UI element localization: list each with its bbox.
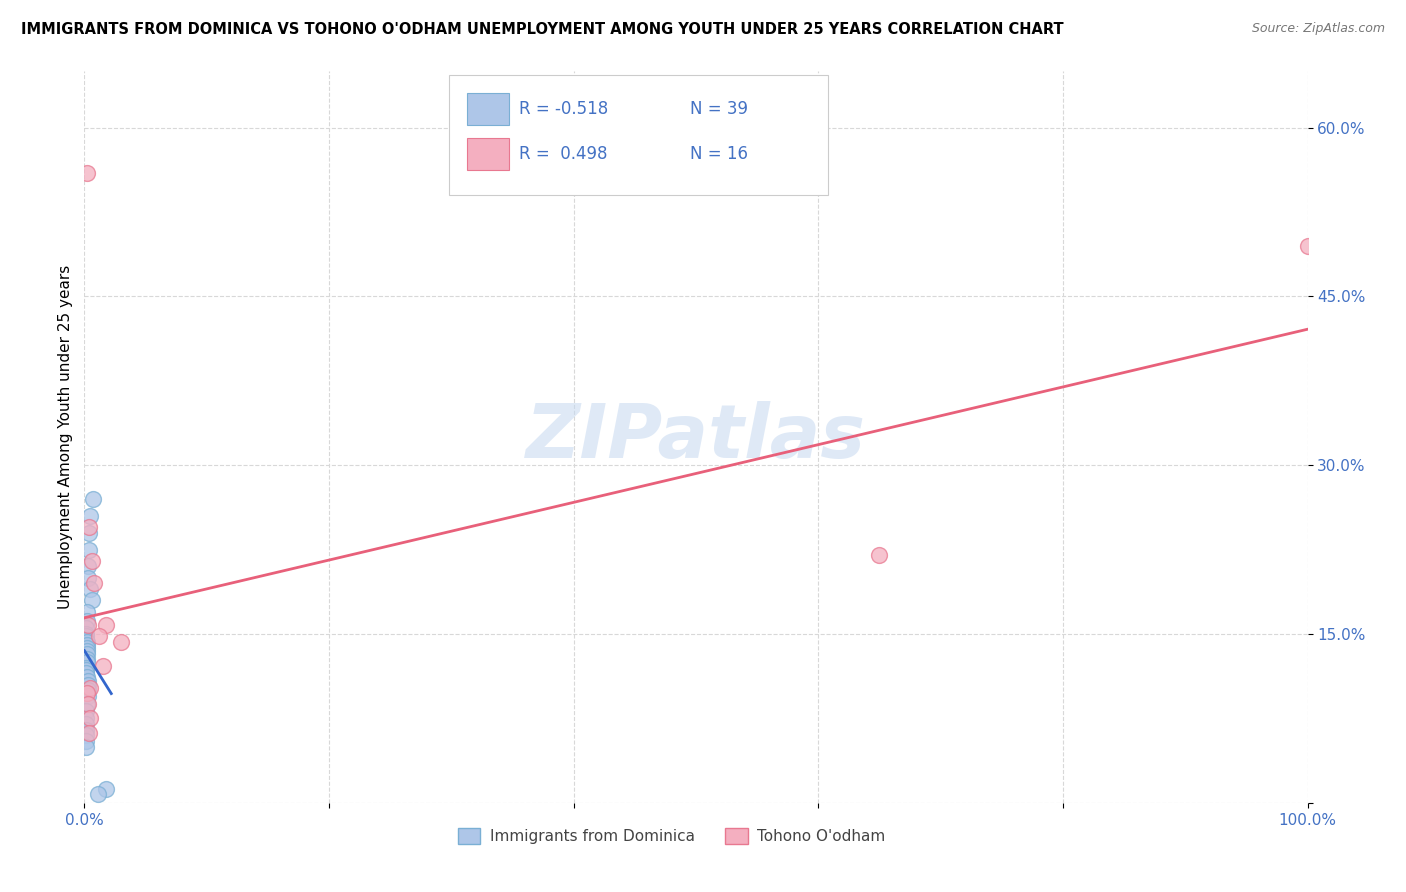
Point bbox=[110, 635, 132, 649]
Point bbox=[76, 166, 98, 180]
Text: N = 16: N = 16 bbox=[690, 145, 748, 163]
Point bbox=[76, 644, 98, 658]
FancyBboxPatch shape bbox=[467, 93, 509, 125]
Point bbox=[77, 542, 100, 557]
Point bbox=[75, 739, 97, 754]
Point bbox=[1296, 239, 1319, 253]
Point bbox=[77, 726, 100, 740]
Y-axis label: Unemployment Among Youth under 25 years: Unemployment Among Youth under 25 years bbox=[58, 265, 73, 609]
Point bbox=[75, 704, 97, 718]
Point bbox=[80, 593, 103, 607]
Point bbox=[75, 711, 97, 725]
Point bbox=[75, 734, 97, 748]
Text: IMMIGRANTS FROM DOMINICA VS TOHONO O'ODHAM UNEMPLOYMENT AMONG YOUTH UNDER 25 YEA: IMMIGRANTS FROM DOMINICA VS TOHONO O'ODH… bbox=[21, 22, 1064, 37]
Point bbox=[75, 621, 97, 635]
Text: N = 39: N = 39 bbox=[690, 100, 748, 118]
Text: R = -0.518: R = -0.518 bbox=[519, 100, 607, 118]
Legend: Immigrants from Dominica, Tohono O'odham: Immigrants from Dominica, Tohono O'odham bbox=[451, 822, 891, 850]
Text: ZIPatlas: ZIPatlas bbox=[526, 401, 866, 474]
Point bbox=[80, 554, 103, 568]
Point bbox=[82, 491, 104, 506]
FancyBboxPatch shape bbox=[467, 138, 509, 170]
Point bbox=[76, 647, 98, 661]
Point bbox=[96, 782, 118, 797]
Point bbox=[83, 576, 105, 591]
Point bbox=[76, 635, 98, 649]
Point bbox=[75, 723, 97, 737]
Point bbox=[96, 618, 118, 632]
Point bbox=[75, 627, 97, 641]
Point bbox=[77, 525, 100, 540]
Point bbox=[76, 697, 98, 711]
FancyBboxPatch shape bbox=[449, 75, 828, 195]
Point bbox=[79, 508, 101, 523]
Point bbox=[75, 663, 97, 677]
Point bbox=[75, 666, 97, 681]
Point bbox=[79, 681, 101, 695]
Point bbox=[77, 571, 100, 585]
Point bbox=[77, 618, 100, 632]
Point bbox=[77, 683, 100, 698]
Point bbox=[75, 728, 97, 742]
Point bbox=[76, 614, 98, 628]
Point bbox=[76, 605, 98, 619]
Text: Source: ZipAtlas.com: Source: ZipAtlas.com bbox=[1251, 22, 1385, 36]
Point bbox=[76, 638, 98, 652]
Point bbox=[77, 678, 100, 692]
Point bbox=[77, 689, 100, 703]
Point bbox=[76, 640, 98, 655]
Point bbox=[76, 685, 98, 699]
Point bbox=[76, 670, 98, 684]
Point bbox=[77, 559, 100, 574]
Point bbox=[77, 674, 100, 689]
Point bbox=[87, 787, 110, 801]
Point bbox=[75, 717, 97, 731]
Text: R =  0.498: R = 0.498 bbox=[519, 145, 607, 163]
Point bbox=[77, 520, 100, 534]
Point bbox=[75, 661, 97, 675]
Point bbox=[76, 655, 98, 669]
Point bbox=[75, 632, 97, 647]
Point bbox=[79, 582, 101, 596]
Point bbox=[869, 548, 891, 562]
Point bbox=[79, 711, 101, 725]
Point bbox=[91, 658, 114, 673]
Point bbox=[76, 652, 98, 666]
Point bbox=[87, 629, 110, 643]
Point bbox=[77, 697, 100, 711]
Point bbox=[75, 629, 97, 643]
